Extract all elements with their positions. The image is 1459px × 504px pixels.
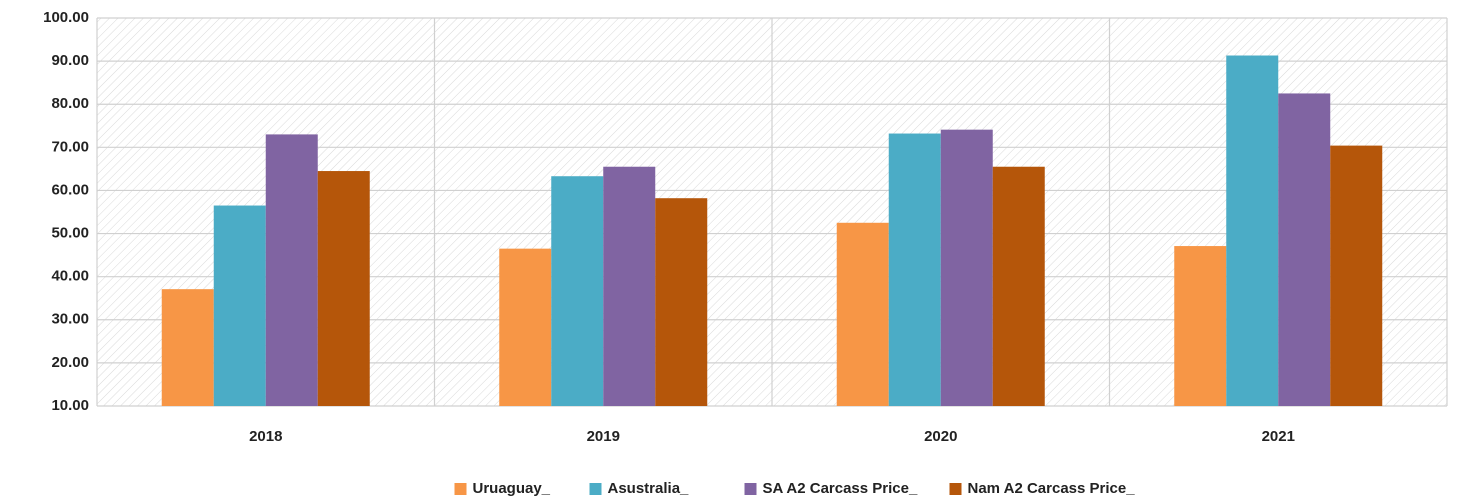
bar [161, 289, 214, 406]
bar [1330, 145, 1383, 406]
y-tick-label: 60.00 [51, 181, 89, 198]
bar [1174, 246, 1227, 406]
bar [655, 198, 708, 406]
x-tick-label: 2020 [924, 428, 957, 445]
y-tick-label: 100.00 [43, 9, 89, 26]
legend-label: Uruaguay_ [473, 480, 551, 497]
y-tick-label: 80.00 [51, 95, 89, 112]
bar [499, 248, 552, 406]
bar [992, 166, 1045, 406]
bar [940, 129, 993, 406]
bar [317, 171, 370, 406]
bar [1278, 93, 1331, 406]
bar [836, 222, 889, 406]
y-tick-label: 20.00 [51, 354, 89, 371]
y-tick-label: 90.00 [51, 52, 89, 69]
legend-label: Nam A2 Carcass Price_ [968, 480, 1136, 497]
x-tick-label: 2018 [249, 428, 282, 445]
bar [265, 134, 318, 406]
legend-swatch [589, 483, 602, 495]
y-tick-label: 30.00 [51, 311, 89, 328]
bar [551, 176, 604, 406]
y-tick-label: 50.00 [51, 225, 89, 242]
bar [213, 205, 266, 406]
legend-swatch [454, 483, 467, 495]
bar [603, 166, 656, 406]
legend-swatch [744, 483, 757, 495]
x-tick-label: 2019 [587, 428, 620, 445]
legend-swatch [949, 483, 962, 495]
x-tick-label: 2021 [1262, 428, 1295, 445]
bar [1226, 55, 1279, 407]
legend-label: Asustralia_ [608, 480, 690, 497]
y-tick-label: 70.00 [51, 138, 89, 155]
bar [888, 133, 941, 406]
y-tick-label: 10.00 [51, 397, 89, 414]
legend-label: SA A2 Carcass Price_ [763, 480, 918, 497]
y-tick-label: 40.00 [51, 268, 89, 285]
